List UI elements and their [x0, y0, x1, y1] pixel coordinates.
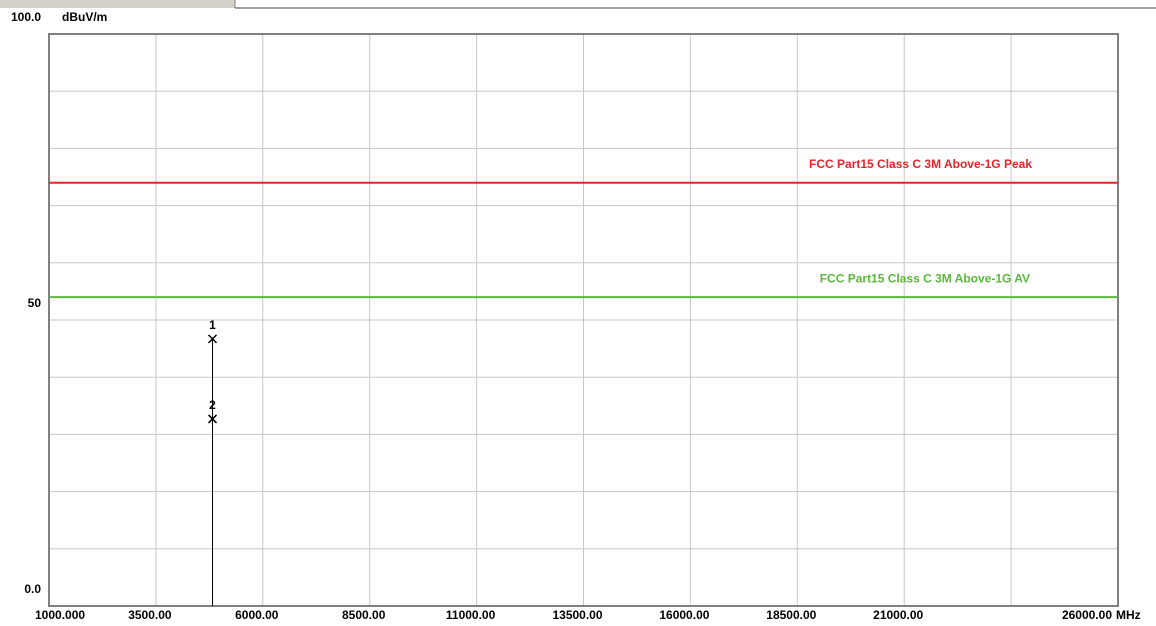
y-tick-label: 50 [28, 296, 42, 310]
tab [0, 0, 235, 8]
marker [207, 414, 218, 424]
plot-border [48, 33, 1119, 607]
y-tick-label: 0.0 [24, 582, 41, 596]
x-tick-label: 3500.00 [128, 608, 172, 622]
marker-label: 1 [209, 318, 216, 332]
x-tick-label: 16000.00 [659, 608, 709, 622]
marker [207, 334, 218, 344]
x-unit: MHz [1116, 608, 1141, 622]
x-tick-label: 11000.00 [446, 608, 496, 622]
x-tick-label: 1000.000 [35, 608, 85, 622]
limit-label: FCC Part15 Class C 3M Above-1G AV [820, 271, 1030, 285]
y-tick-label: 100.0 [11, 10, 41, 24]
y-unit: dBuV/m [62, 10, 107, 24]
x-tick-label: 21000.00 [873, 608, 923, 622]
x-tick-label: 18500.00 [766, 608, 816, 622]
x-tick-label: 8500.00 [342, 608, 386, 622]
x-tick-label: 26000.00 [1062, 608, 1112, 622]
x-tick-label: 13500.00 [552, 608, 602, 622]
limit-label: FCC Part15 Class C 3M Above-1G Peak [809, 157, 1032, 171]
x-tick-label: 6000.00 [235, 608, 279, 622]
marker-label: 2 [209, 398, 216, 412]
